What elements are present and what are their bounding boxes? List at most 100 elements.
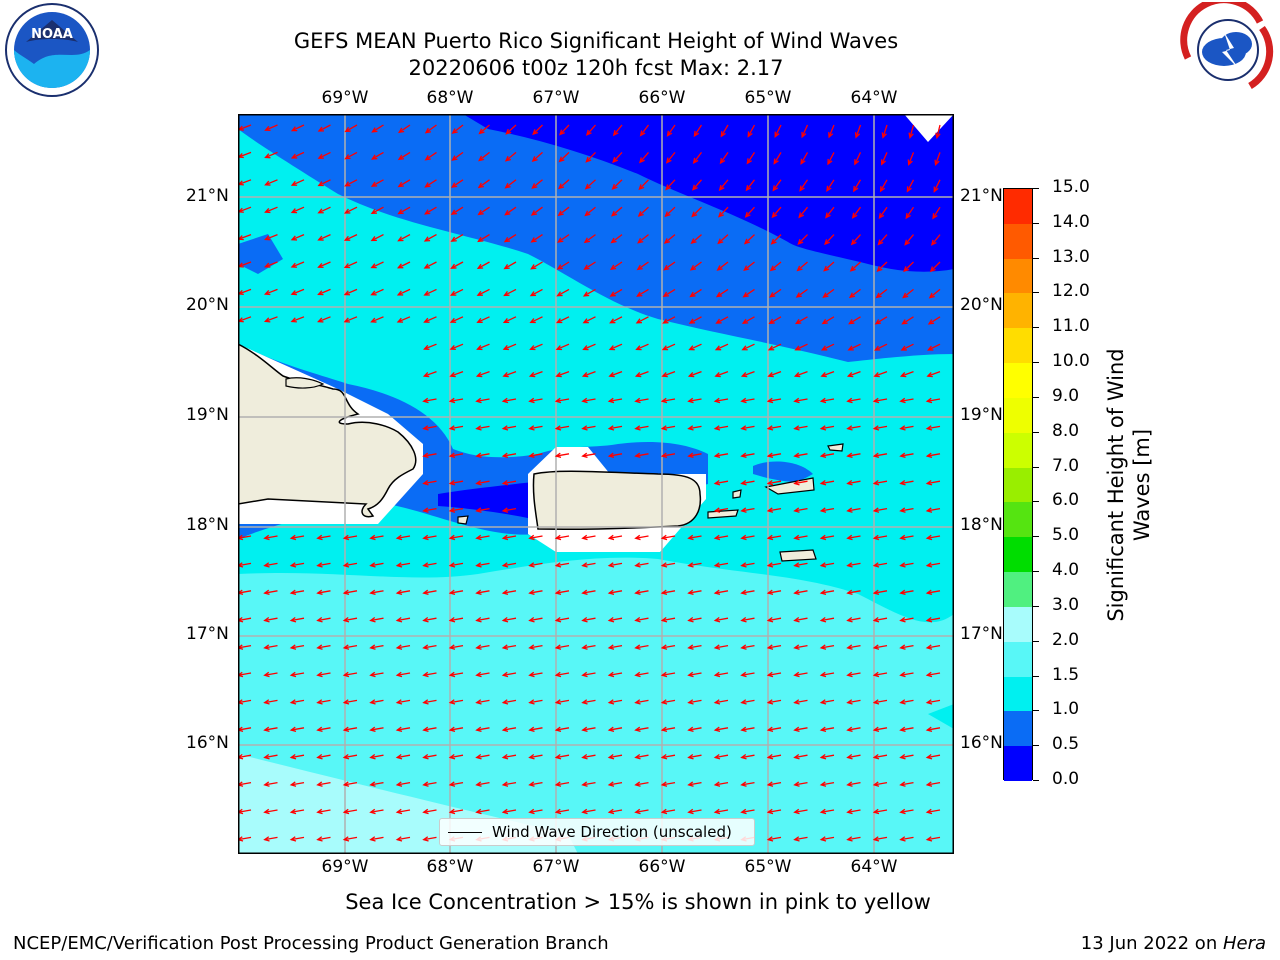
wave-direction-arrow	[741, 562, 755, 567]
wave-direction-arrowhead	[692, 157, 699, 164]
wave-direction-arrow	[264, 699, 278, 704]
wave-direction-arrowhead	[607, 671, 615, 678]
wave-direction-arrow	[291, 288, 305, 295]
wave-direction-arrowhead	[316, 562, 323, 568]
wave-direction-arrowhead	[448, 781, 456, 787]
wave-direction-arrowhead	[558, 183, 565, 190]
land-vieques	[707, 509, 739, 519]
wave-direction-arrowhead	[370, 236, 377, 242]
wave-direction-arrowhead	[846, 507, 853, 513]
wave-direction-arrowhead	[766, 617, 774, 623]
wave-direction-arrow	[317, 590, 331, 594]
wave-direction-arrow	[529, 562, 543, 567]
wave-direction-arrowhead	[794, 345, 801, 351]
wave-direction-arrowhead	[289, 534, 297, 541]
wave-direction-arrowhead	[342, 699, 350, 705]
wave-direction-arrow	[904, 234, 914, 246]
wave-direction-arrowhead	[717, 238, 724, 245]
wave-direction-arrow	[476, 727, 490, 731]
wave-direction-arrow	[662, 699, 676, 704]
wave-direction-arrowhead	[556, 264, 564, 270]
wave-direction-arrow	[635, 398, 649, 402]
wave-direction-arrow	[344, 535, 358, 539]
wind-wave-direction-arrows	[238, 124, 941, 842]
wave-direction-arrowhead	[687, 425, 694, 431]
wave-direction-arrowhead	[316, 808, 323, 815]
wave-direction-arrowhead	[528, 754, 535, 760]
wave-direction-arrow	[874, 453, 888, 457]
wave-direction-arrow	[503, 617, 517, 622]
wave-direction-arrow	[662, 781, 676, 786]
wave-direction-arrowhead	[397, 127, 405, 134]
wave-direction-arrowhead	[607, 808, 615, 815]
colorbar	[1003, 188, 1033, 781]
wave-direction-arrow	[425, 179, 437, 188]
wave-direction-arrowhead	[448, 808, 456, 815]
wave-direction-arrowhead	[634, 617, 641, 623]
wave-direction-arrow	[662, 562, 676, 567]
wave-direction-arrow	[794, 425, 808, 430]
wave-direction-arrow	[556, 453, 570, 457]
wave-direction-arrowhead	[899, 644, 906, 650]
wave-direction-arrow	[505, 179, 517, 189]
wave-direction-arrow	[423, 781, 437, 786]
wave-direction-arrowhead	[344, 181, 351, 187]
wave-direction-arrow	[718, 206, 729, 218]
wave-direction-arrow	[370, 590, 384, 594]
wave-direction-arrowhead	[342, 754, 350, 760]
wave-direction-arrow	[238, 124, 252, 131]
wave-direction-arrow	[768, 672, 782, 676]
colorbar-tick-mark	[1033, 327, 1039, 329]
wave-direction-arrowhead	[793, 452, 800, 459]
wave-direction-arrowhead	[925, 699, 933, 705]
wave-direction-arrow	[794, 836, 808, 841]
wave-direction-arrowhead	[635, 318, 642, 324]
wave-direction-arrow	[874, 590, 888, 594]
wave-direction-arrowhead	[872, 808, 880, 815]
wave-direction-arrowhead	[740, 671, 747, 678]
wave-direction-arrow	[423, 699, 437, 704]
wave-direction-arrowhead	[899, 617, 906, 623]
wave-direction-arrow	[529, 453, 543, 457]
wave-direction-arrowhead	[422, 452, 429, 459]
wave-direction-arrow	[397, 617, 411, 622]
wave-direction-arrow	[370, 836, 384, 841]
wave-direction-arrowhead	[879, 186, 886, 193]
wave-direction-arrow	[344, 562, 358, 567]
wave-direction-arrow	[746, 179, 756, 191]
wave-direction-arrow	[371, 179, 384, 187]
wave-direction-arrow	[635, 425, 649, 430]
wave-direction-arrow	[609, 590, 623, 594]
wave-direction-arrow	[662, 644, 676, 649]
wave-direction-arrow	[847, 590, 861, 594]
wave-direction-arrow	[476, 535, 490, 539]
wave-direction-arrow	[582, 699, 596, 704]
wave-direction-arrowhead	[793, 372, 801, 378]
wave-direction-arrowhead	[290, 317, 297, 323]
wave-direction-arrowhead	[740, 397, 747, 404]
wave-direction-arrowhead	[740, 534, 747, 541]
wave-direction-arrow	[397, 672, 411, 676]
wave-direction-arrowhead	[872, 589, 880, 596]
wave-direction-arrowhead	[475, 562, 482, 568]
wave-direction-arrowhead	[794, 318, 802, 325]
wave-direction-arrow	[609, 672, 623, 676]
wave-direction-arrowhead	[925, 836, 933, 842]
wave-direction-arrowhead	[316, 726, 323, 733]
wave-direction-arrow	[637, 234, 649, 244]
colorbar-segment	[1004, 572, 1032, 607]
wave-direction-arrowhead	[851, 212, 858, 219]
wave-direction-arrowhead	[448, 425, 456, 431]
land-mona	[457, 515, 469, 525]
noaa-logo-text: NOAA	[31, 27, 73, 42]
wave-direction-arrow	[503, 672, 517, 676]
wave-direction-arrow	[927, 836, 941, 841]
wave-direction-arrow	[611, 206, 623, 217]
wave-direction-arrow	[529, 590, 543, 594]
wave-direction-arrow	[370, 781, 384, 786]
wave-direction-arrowhead	[502, 318, 510, 324]
wave-direction-arrow	[719, 179, 729, 191]
nws-logo	[1180, 0, 1276, 102]
colorbar-tick-label: 11.0	[1052, 316, 1090, 337]
wave-direction-arrowhead	[819, 507, 827, 513]
